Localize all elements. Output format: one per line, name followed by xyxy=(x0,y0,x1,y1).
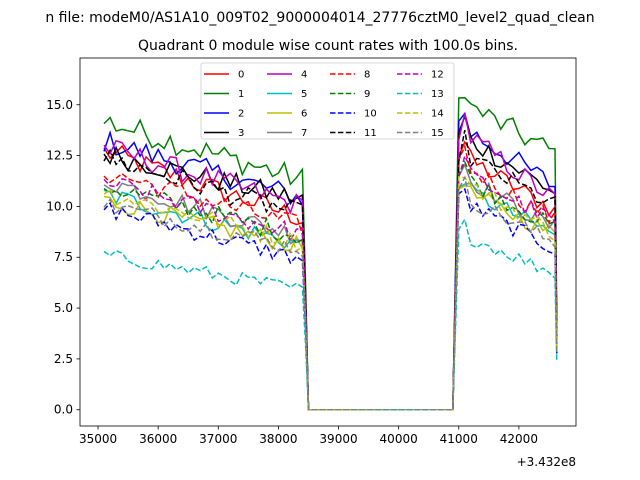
y-tick-label: 2.5 xyxy=(54,352,73,366)
series-line-12 xyxy=(103,154,558,411)
legend-label-15: 15 xyxy=(431,128,444,139)
series-line-5 xyxy=(103,182,558,411)
legend-label-12: 12 xyxy=(431,70,444,81)
series-line-4 xyxy=(103,113,558,411)
x-tick-label: 42000 xyxy=(500,432,538,446)
legend-label-11: 11 xyxy=(364,128,377,139)
series-line-15 xyxy=(103,175,558,411)
x-offset-label: +3.432e8 xyxy=(517,455,576,469)
y-tick-label: 0.0 xyxy=(54,403,73,417)
series-line-13 xyxy=(103,217,558,411)
y-axis-ticks: 0.0 2.5 5.0 7.5 10.0 12.5 15.0 xyxy=(46,98,80,417)
legend-label-0: 0 xyxy=(238,70,244,81)
series-line-3 xyxy=(103,113,558,411)
legend-label-3: 3 xyxy=(238,128,244,139)
series-line-2 xyxy=(103,111,558,411)
x-tick-label: 35000 xyxy=(79,432,117,446)
y-tick-label: 5.0 xyxy=(54,301,73,315)
series-line-6 xyxy=(103,185,558,411)
legend-label-1: 1 xyxy=(238,89,244,100)
legend-label-6: 6 xyxy=(301,109,307,120)
chart-title: Quadrant 0 module wise count rates with … xyxy=(138,38,518,54)
x-tick-label: 36000 xyxy=(139,432,177,446)
x-tick-label: 37000 xyxy=(199,432,237,446)
legend-label-10: 10 xyxy=(364,109,377,120)
legend-label-8: 8 xyxy=(364,70,370,81)
legend-label-5: 5 xyxy=(301,89,307,100)
y-tick-label: 7.5 xyxy=(54,250,73,264)
legend-label-2: 2 xyxy=(238,109,244,120)
legend-label-7: 7 xyxy=(301,128,307,139)
plot-lines xyxy=(103,96,558,411)
legend-label-14: 14 xyxy=(431,109,444,120)
x-tick-label: 39000 xyxy=(319,432,357,446)
legend-label-4: 4 xyxy=(301,70,307,81)
x-tick-label: 38000 xyxy=(259,432,297,446)
legend-box xyxy=(200,62,455,140)
y-tick-label: 15.0 xyxy=(46,98,73,112)
chart-suptitle: n file: modeM0/AS1A10_009T02_9000004014_… xyxy=(45,10,594,26)
plot-frame xyxy=(79,57,577,427)
legend-label-13: 13 xyxy=(431,89,444,100)
series-line-9 xyxy=(103,160,558,411)
x-tick-label: 40000 xyxy=(380,432,418,446)
x-axis-ticks: 35000 36000 37000 38000 39000 40000 41000 42000 xyxy=(79,426,538,446)
y-tick-label: 10.0 xyxy=(46,199,73,213)
x-tick-label: 41000 xyxy=(440,432,478,446)
y-tick-label: 12.5 xyxy=(46,149,73,163)
legend-label-9: 9 xyxy=(364,89,370,100)
